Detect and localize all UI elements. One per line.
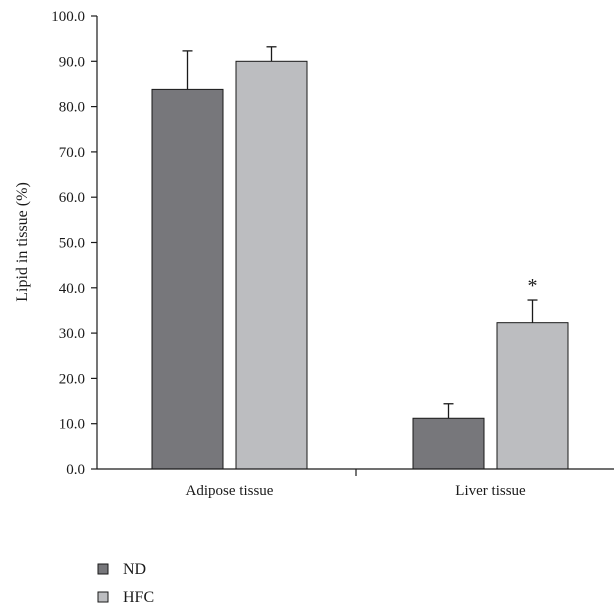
significance-marker: * (528, 275, 538, 297)
y-tick-label: 100.0 (51, 9, 85, 25)
legend-label-hfc: HFC (123, 589, 154, 606)
legend: ND HFC (97, 561, 154, 606)
y-tick-label: 30.0 (59, 326, 85, 342)
x-tick-label-adipose-tissue: Adipose tissue (186, 483, 274, 499)
y-tick-label: 70.0 (59, 145, 85, 161)
y-axis-title: Lipid in tissue (%) (14, 182, 31, 302)
legend-swatch-hfc (97, 591, 109, 603)
y-tick-label: 50.0 (59, 236, 85, 252)
y-tick-label: 40.0 (59, 281, 85, 297)
legend-label-nd: ND (123, 561, 146, 578)
x-tick-label-liver-tissue: Liver tissue (455, 483, 526, 499)
y-tick-label: 90.0 (59, 54, 85, 70)
legend-item-nd: ND (97, 561, 146, 578)
y-tick-label: 10.0 (59, 417, 85, 433)
plot-area: * 0.0 10.0 20.0 30.0 40.0 50.0 60.0 70.0 80.0 90.0… (51, 9, 614, 499)
bar-liver-tissue-nd (412, 417, 485, 470)
y-tick-label: 20.0 (59, 371, 85, 387)
bar-adipose-tissue-nd (151, 88, 224, 470)
y-tick-label: 0.0 (66, 462, 85, 478)
legend-swatch-nd (97, 563, 109, 575)
y-tick-label: 60.0 (59, 190, 85, 206)
legend-item-hfc: HFC (97, 589, 154, 606)
bar-liver-tissue-hfc (496, 322, 569, 470)
bar-adipose-tissue-hfc (235, 60, 308, 470)
y-tick-label: 80.0 (59, 100, 85, 116)
